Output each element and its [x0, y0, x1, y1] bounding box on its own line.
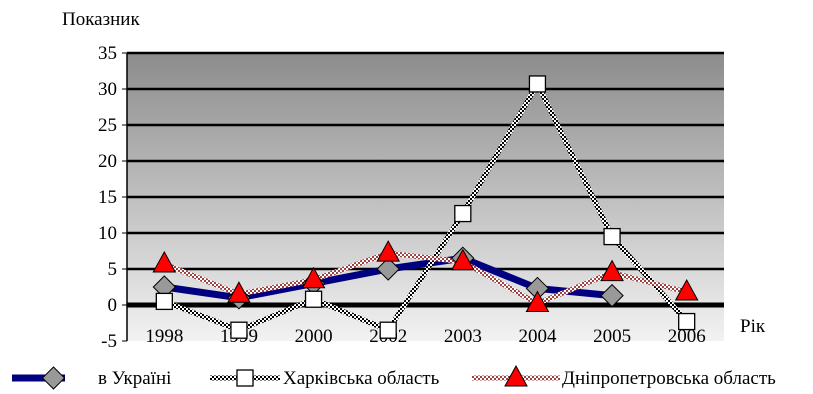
y-tick-label: 5	[108, 259, 118, 280]
data-point	[600, 283, 624, 308]
y-tick-label: 20	[98, 151, 117, 172]
data-point	[674, 279, 699, 301]
legend-label: Дніпропетровська область	[562, 368, 776, 389]
data-point	[379, 321, 397, 339]
y-tick-labels: -5 0 5 10 15 20 25 30 35	[98, 43, 117, 352]
x-tick-label: 2005	[593, 326, 631, 347]
data-point	[230, 321, 248, 339]
y-axis-label: Показник	[62, 9, 140, 30]
data-point	[376, 257, 400, 281]
series-line	[163, 250, 688, 307]
y-tick-label: 0	[108, 295, 118, 316]
y-tick-label: 35	[98, 43, 117, 64]
x-tick-label: 1998	[145, 326, 183, 347]
legend-marker	[504, 364, 528, 387]
legend-label: Харківська область	[283, 368, 440, 389]
data-point	[528, 75, 547, 93]
data-point	[450, 248, 475, 271]
legend: в Україні Харківська область Дніпропетровс…	[12, 364, 776, 390]
legend-label: в Україні	[98, 368, 171, 389]
y-tick-label: 25	[98, 115, 117, 136]
y-tick-label: 30	[98, 79, 117, 100]
legend-marker	[236, 369, 254, 387]
x-tick-label: 2000	[295, 326, 333, 347]
data-point	[155, 292, 173, 311]
x-tick-label: 2006	[668, 326, 706, 347]
legend-marker	[41, 366, 66, 390]
series-markers	[152, 75, 699, 339]
x-tick-label: 2004	[518, 326, 557, 347]
axes	[126, 53, 724, 341]
data-point	[152, 250, 177, 273]
data-point	[525, 290, 550, 313]
data-point	[678, 312, 696, 331]
data-point	[454, 204, 472, 223]
series-line	[163, 81, 689, 333]
data-point	[304, 290, 323, 308]
x-tick-label: 2003	[444, 326, 482, 347]
data-point	[227, 281, 251, 303]
data-point	[600, 259, 624, 282]
data-point	[301, 266, 326, 289]
y-tick-label: 15	[98, 187, 117, 208]
x-axis-label: Рік	[740, 316, 766, 337]
data-point	[376, 240, 401, 262]
data-point	[603, 227, 621, 246]
y-tick-label: -5	[101, 331, 117, 352]
y-tick-label: 10	[98, 223, 117, 244]
